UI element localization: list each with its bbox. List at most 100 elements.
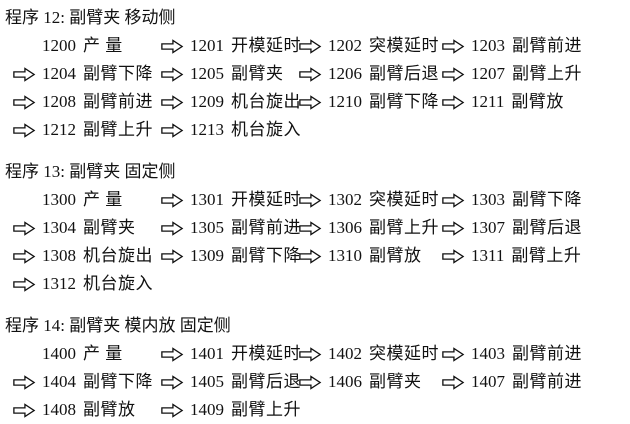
step-code: 1206: [328, 64, 362, 83]
step-cell: 1302 突模延时: [298, 186, 441, 214]
step-code: 1309: [190, 246, 224, 265]
step-code: 1406: [328, 372, 362, 391]
program-steps: 1400 产 量 1401 开模延时 1402 突模延时 1403 副臂前进 1404 副臂下降 1…: [5, 340, 628, 424]
program-section-14: 程序 14: 副臂夹 模内放 固定侧 1400 产 量 1401 开模延时 1402 突模…: [5, 312, 628, 424]
right-arrow-icon: [12, 122, 36, 138]
right-arrow-icon: [12, 276, 36, 292]
step-label: 副臂后退: [369, 64, 439, 83]
right-arrow-icon: [298, 346, 322, 362]
step-cell: 1401 开模延时: [160, 340, 301, 368]
step-label: 突模延时: [369, 36, 439, 55]
right-arrow-icon: [298, 220, 322, 236]
right-arrow-icon: [160, 94, 184, 110]
step-cell: 1303 副臂下降: [441, 186, 628, 214]
step-code: 1401: [190, 344, 224, 363]
step-row: 1208 副臂前进 1209 机台旋出 1210 副臂下降 1211 副臂放: [5, 88, 628, 116]
step-code: 1300: [42, 190, 76, 209]
step-label: 副臂下降: [512, 190, 582, 209]
step-label: 副臂前进: [512, 36, 582, 55]
step-label: 产 量: [83, 36, 123, 55]
right-arrow-icon: [298, 94, 322, 110]
step-label: 产 量: [83, 344, 123, 363]
right-arrow-icon: [441, 346, 465, 362]
step-code: 1213: [190, 120, 224, 139]
step-cell: 1404 副臂下降: [12, 368, 160, 396]
step-code: 1209: [190, 92, 224, 111]
step-label: 开模延时: [231, 344, 301, 363]
right-arrow-icon: [441, 38, 465, 54]
step-cell: 1305 副臂前进: [160, 214, 301, 242]
step-label: 副臂后退: [231, 372, 301, 391]
right-arrow-icon: [441, 248, 465, 264]
step-label: 机台旋出: [83, 246, 153, 265]
step-cell: 1409 副臂上升: [160, 396, 301, 424]
step-code: 1310: [328, 246, 362, 265]
step-cell: 1406 副臂夹: [298, 368, 441, 396]
step-row: 1404 副臂下降 1405 副臂后退 1406 副臂夹 1407 副臂前进: [5, 368, 628, 396]
step-cell: 1407 副臂前进: [441, 368, 628, 396]
step-code: 1205: [190, 64, 224, 83]
step-cell: 1212 副臂上升: [12, 116, 160, 144]
step-row: 1304 副臂夹 1305 副臂前进 1306 副臂上升 1307 副臂后退: [5, 214, 628, 242]
step-cell: 1209 机台旋出: [160, 88, 301, 116]
step-code: 1301: [190, 190, 224, 209]
step-cell: 1405 副臂后退: [160, 368, 301, 396]
program-title: 程序 13: 副臂夹 固定侧: [5, 162, 176, 181]
step-code: 1202: [328, 36, 362, 55]
right-arrow-icon: [298, 192, 322, 208]
step-cell: 1400 产 量: [12, 340, 160, 368]
step-label: 副臂下降: [369, 92, 439, 111]
step-cell: 1307 副臂后退: [441, 214, 628, 242]
step-code: 1400: [42, 344, 76, 363]
program-steps: 1300 产 量 1301 开模延时 1302 突模延时 1303 副臂下降 1304 副臂夹 13…: [5, 186, 628, 298]
step-code: 1405: [190, 372, 224, 391]
step-label: 副臂下降: [83, 372, 153, 391]
step-row: 1408 副臂放 1409 副臂上升: [5, 396, 628, 424]
step-cell: 1312 机台旋入: [12, 270, 160, 298]
step-cell: 1203 副臂前进: [441, 32, 628, 60]
step-label: 副臂上升: [83, 120, 153, 139]
step-code: 1312: [42, 274, 76, 293]
step-code: 1200: [42, 36, 76, 55]
step-row: 1204 副臂下降 1205 副臂夹 1206 副臂后退 1207 副臂上升: [5, 60, 628, 88]
step-row: 1200 产 量 1201 开模延时 1202 突模延时 1203 副臂前进: [5, 32, 628, 60]
step-cell: 1200 产 量: [12, 32, 160, 60]
step-cell: 1403 副臂前进: [441, 340, 628, 368]
step-cell: 1300 产 量: [12, 186, 160, 214]
right-arrow-icon: [160, 38, 184, 54]
right-arrow-icon: [160, 220, 184, 236]
program-section-13: 程序 13: 副臂夹 固定侧 1300 产 量 1301 开模延时 1302 突模延时 13…: [5, 158, 628, 298]
step-cell: 1208 副臂前进: [12, 88, 160, 116]
step-cell: 1213 机台旋入: [160, 116, 301, 144]
step-code: 1303: [471, 190, 505, 209]
step-code: 1307: [471, 218, 505, 237]
step-cell: 1304 副臂夹: [12, 214, 160, 242]
right-arrow-icon: [441, 192, 465, 208]
step-label: 副臂前进: [83, 92, 153, 111]
step-code: 1408: [42, 400, 76, 419]
step-cell: 1201 开模延时: [160, 32, 301, 60]
step-code: 1302: [328, 190, 362, 209]
step-cell: 1311 副臂上升: [441, 242, 628, 270]
step-row: 1308 机台旋出 1309 副臂下降 1310 副臂放 1311 副臂上升: [5, 242, 628, 270]
step-code: 1210: [328, 92, 362, 111]
step-label: 副臂前进: [231, 218, 301, 237]
step-row: 1212 副臂上升 1213 机台旋入: [5, 116, 628, 144]
right-arrow-icon: [160, 346, 184, 362]
right-arrow-icon: [160, 66, 184, 82]
step-cell: 1206 副臂后退: [298, 60, 441, 88]
step-code: 1404: [42, 372, 76, 391]
right-arrow-icon: [441, 66, 465, 82]
right-arrow-icon: [441, 374, 465, 390]
right-arrow-icon: [160, 374, 184, 390]
step-row: 1300 产 量 1301 开模延时 1302 突模延时 1303 副臂下降: [5, 186, 628, 214]
step-code: 1407: [471, 372, 505, 391]
step-code: 1201: [190, 36, 224, 55]
step-cell: 1207 副臂上升: [441, 60, 628, 88]
step-cell: 1205 副臂夹: [160, 60, 298, 88]
step-label: 开模延时: [231, 36, 301, 55]
step-cell: 1309 副臂下降: [160, 242, 301, 270]
step-label: 副臂放: [511, 92, 564, 111]
step-label: 机台旋出: [231, 92, 301, 111]
step-code: 1212: [42, 120, 76, 139]
